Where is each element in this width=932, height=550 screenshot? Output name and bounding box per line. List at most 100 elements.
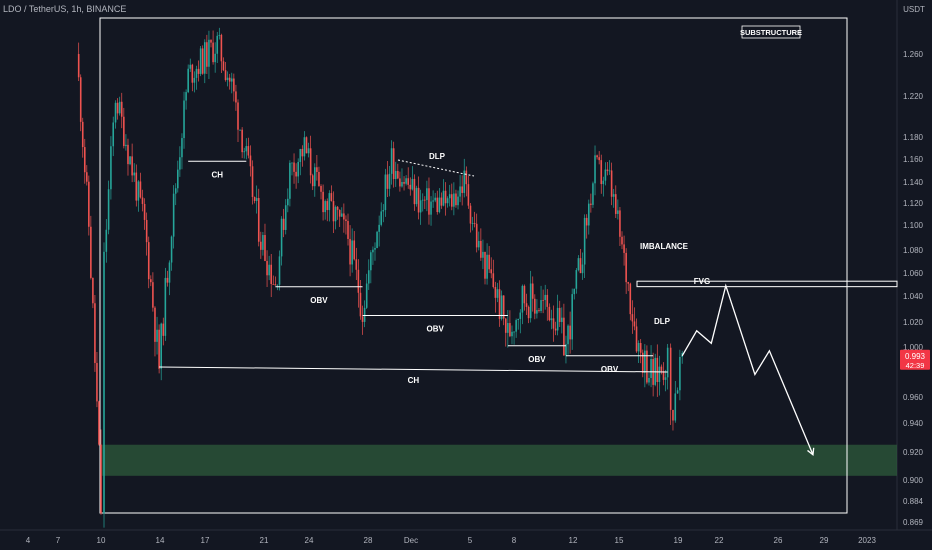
- candle: [513, 331, 515, 345]
- candle-body: [486, 254, 488, 279]
- candle-body: [92, 277, 94, 304]
- candle: [152, 272, 154, 312]
- candle: [289, 160, 291, 207]
- price-tick-label: 1.000: [903, 343, 924, 352]
- candle: [334, 205, 337, 230]
- candle: [322, 184, 324, 221]
- candle-body: [79, 77, 82, 122]
- candle-body: [94, 303, 96, 363]
- candle: [216, 31, 219, 64]
- candle-body: [228, 77, 231, 82]
- candle: [96, 351, 98, 408]
- candle-body: [669, 347, 672, 410]
- candle: [154, 306, 156, 357]
- candle-body: [428, 188, 430, 215]
- candle: [332, 191, 335, 233]
- candle-body: [413, 178, 416, 205]
- candle-body: [380, 211, 383, 225]
- candle: [558, 300, 561, 328]
- candle: [388, 166, 391, 197]
- candle: [397, 163, 399, 180]
- candle-body: [313, 167, 316, 187]
- candle: [382, 204, 385, 223]
- candle: [278, 250, 281, 291]
- price-tick-label: 1.020: [903, 318, 924, 327]
- substructure-label: SUBSTRUCTURE: [740, 28, 802, 37]
- candle: [413, 174, 416, 211]
- candle: [419, 189, 422, 225]
- candle-body: [351, 240, 353, 265]
- candle-body: [484, 251, 486, 279]
- candle-body: [538, 310, 540, 311]
- candle: [480, 228, 482, 261]
- candle: [220, 33, 223, 74]
- candle: [384, 168, 387, 217]
- candle: [357, 259, 360, 308]
- candle: [585, 214, 588, 239]
- candle: [98, 400, 100, 446]
- candle: [137, 180, 140, 212]
- candle-body: [494, 287, 497, 298]
- candle: [367, 259, 370, 290]
- candle-body: [521, 285, 524, 313]
- candle: [189, 58, 192, 72]
- candle-body: [349, 238, 351, 265]
- candle: [110, 136, 112, 200]
- candle-body: [301, 148, 304, 157]
- candle: [179, 146, 181, 177]
- candle-body: [664, 377, 667, 380]
- candle: [527, 305, 530, 324]
- candle-body: [610, 170, 613, 197]
- candle-body: [278, 256, 281, 285]
- candle: [583, 214, 586, 278]
- candle-body: [405, 178, 407, 184]
- candle: [262, 231, 264, 256]
- candle-body: [365, 283, 368, 308]
- candle-body: [355, 259, 358, 270]
- candle: [457, 190, 459, 210]
- candle: [365, 273, 368, 309]
- candle-body: [631, 314, 634, 322]
- candle-body: [226, 77, 229, 81]
- candle-body: [193, 77, 196, 83]
- candle: [556, 294, 559, 336]
- candle-body: [135, 172, 138, 201]
- candle-body: [577, 258, 580, 271]
- candle-body: [280, 218, 283, 257]
- candle: [77, 42, 80, 82]
- candle: [637, 340, 640, 363]
- candle: [465, 166, 468, 197]
- candle: [170, 235, 173, 271]
- ch-bottom-line: [159, 366, 668, 373]
- candle-body: [662, 371, 665, 380]
- price-tick-label: 1.260: [903, 50, 924, 59]
- candle-body: [164, 277, 167, 336]
- candle: [405, 175, 407, 186]
- candle: [509, 310, 511, 338]
- candle-body: [513, 331, 515, 333]
- candle: [193, 71, 196, 93]
- current-price-badge: [900, 349, 930, 370]
- candle: [185, 89, 187, 110]
- candle-body: [139, 181, 142, 198]
- candle-body: [181, 138, 183, 158]
- candle-body: [579, 258, 582, 274]
- candle: [247, 137, 250, 159]
- candle: [380, 202, 383, 227]
- candle-body: [639, 343, 642, 353]
- price-tick-label: 1.120: [903, 199, 924, 208]
- candle-body: [172, 193, 175, 237]
- candle: [307, 142, 310, 158]
- candle: [596, 154, 598, 160]
- candle-body: [318, 171, 320, 186]
- candle-body: [357, 269, 360, 293]
- candle: [494, 281, 497, 313]
- candle: [150, 275, 152, 287]
- candle-body: [465, 170, 468, 185]
- price-tick-label: 1.100: [903, 221, 924, 230]
- candle-body: [531, 283, 534, 299]
- candle-body: [233, 78, 235, 92]
- candle: [442, 179, 445, 207]
- candle: [172, 185, 175, 249]
